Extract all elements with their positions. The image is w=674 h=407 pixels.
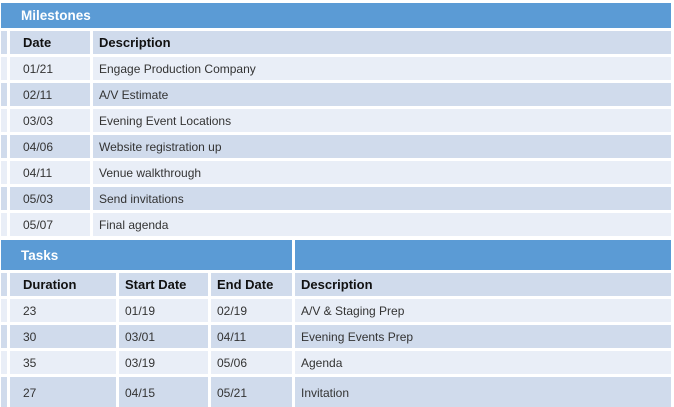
milestone-date-cell: 04/11	[10, 161, 90, 184]
task-duration-cell: 23	[10, 299, 116, 322]
milestone-description-cell: Send invitations	[93, 187, 671, 210]
milestone-description-cell: Venue walkthrough	[93, 161, 671, 184]
milestones-col-header-description: Description	[93, 31, 671, 54]
tasks-table: Tasks Duration Start Date End Date Descr…	[1, 240, 671, 407]
milestone-date-cell: 01/21	[10, 57, 90, 80]
row-spacer-cell	[1, 57, 7, 80]
task-end-date-cell: 02/19	[211, 299, 292, 322]
milestones-title: Milestones	[21, 8, 91, 23]
task-end-date-cell: 04/11	[211, 325, 292, 348]
row-spacer-cell	[1, 351, 7, 374]
task-start-date-cell: 01/19	[119, 299, 208, 322]
milestones-table: Milestones Date Description 01/21 Engage…	[1, 3, 671, 236]
task-start-date-cell: 03/19	[119, 351, 208, 374]
tasks-col-header-description: Description	[295, 273, 671, 296]
task-description-cell: Invitation	[295, 377, 671, 407]
tasks-title-bar-right-segment	[295, 240, 671, 270]
milestones-title-bar: Milestones	[1, 3, 671, 28]
milestone-description-cell: Final agenda	[93, 213, 671, 236]
milestone-description-cell: Engage Production Company	[93, 57, 671, 80]
task-end-date-cell: 05/21	[211, 377, 292, 407]
milestone-date-cell: 05/03	[10, 187, 90, 210]
row-spacer-cell	[1, 161, 7, 184]
milestone-description-cell: Evening Event Locations	[93, 109, 671, 132]
row-spacer-cell	[1, 299, 7, 322]
row-spacer-cell	[1, 83, 7, 106]
task-description-cell: Evening Events Prep	[295, 325, 671, 348]
task-duration-cell: 35	[10, 351, 116, 374]
tasks-col-header-start-date: Start Date	[119, 273, 208, 296]
tasks-col-header-duration: Duration	[10, 273, 116, 296]
milestone-date-cell: 03/03	[10, 109, 90, 132]
tasks-title: Tasks	[21, 247, 59, 263]
milestones-col-header-date: Date	[10, 31, 90, 54]
milestone-date-cell: 04/06	[10, 135, 90, 158]
tasks-col-header-end-date: End Date	[211, 273, 292, 296]
header-spacer-cell	[1, 273, 7, 296]
task-duration-cell: 27	[10, 377, 116, 407]
milestone-description-cell: Website registration up	[93, 135, 671, 158]
task-end-date-cell: 05/06	[211, 351, 292, 374]
tasks-title-bar: Tasks	[1, 240, 292, 270]
row-spacer-cell	[1, 325, 7, 348]
header-spacer-cell	[1, 31, 7, 54]
task-description-cell: A/V & Staging Prep	[295, 299, 671, 322]
milestone-description-cell: A/V Estimate	[93, 83, 671, 106]
milestone-date-cell: 05/07	[10, 213, 90, 236]
milestone-date-cell: 02/11	[10, 83, 90, 106]
task-description-cell: Agenda	[295, 351, 671, 374]
task-duration-cell: 30	[10, 325, 116, 348]
row-spacer-cell	[1, 109, 7, 132]
row-spacer-cell	[1, 377, 7, 407]
slide-canvas: Milestones Date Description 01/21 Engage…	[1, 3, 672, 407]
task-start-date-cell: 04/15	[119, 377, 208, 407]
row-spacer-cell	[1, 213, 7, 236]
row-spacer-cell	[1, 187, 7, 210]
row-spacer-cell	[1, 135, 7, 158]
task-start-date-cell: 03/01	[119, 325, 208, 348]
